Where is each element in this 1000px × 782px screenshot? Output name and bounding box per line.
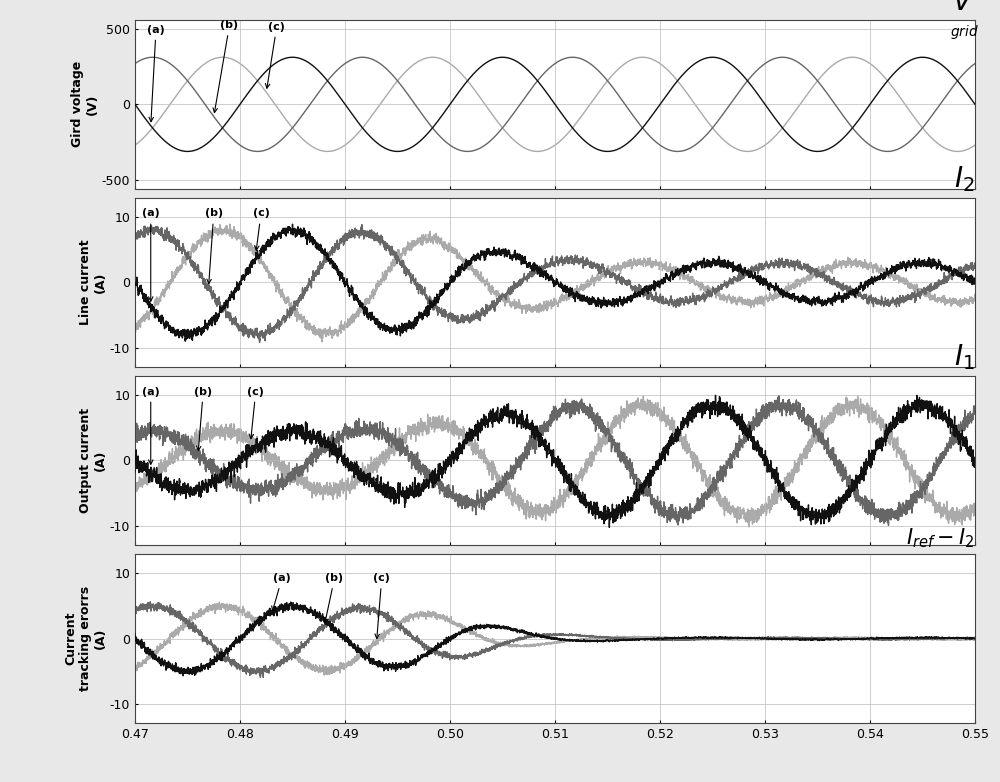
Text: (c): (c) — [265, 22, 285, 88]
Text: $I_2$: $I_2$ — [954, 164, 975, 194]
Text: (a): (a) — [272, 573, 291, 611]
Text: (a): (a) — [142, 209, 160, 301]
Y-axis label: Current
tracking erorrs
(A): Current tracking erorrs (A) — [64, 586, 107, 691]
Text: (c): (c) — [373, 573, 390, 639]
Text: $I_1$: $I_1$ — [954, 343, 975, 372]
Text: (c): (c) — [247, 386, 264, 439]
Text: (b): (b) — [324, 573, 344, 623]
Text: (b): (b) — [194, 386, 212, 450]
Text: $I_{ref}-I_2$: $I_{ref}-I_2$ — [906, 527, 975, 551]
Text: $V$: $V$ — [952, 0, 975, 16]
Text: (a): (a) — [147, 25, 165, 122]
Text: $_{grid}$: $_{grid}$ — [950, 23, 979, 42]
Y-axis label: Output current
(A): Output current (A) — [79, 408, 107, 513]
Text: (c): (c) — [253, 209, 269, 250]
Y-axis label: Gird voltage
(V): Gird voltage (V) — [71, 61, 99, 148]
Text: (b): (b) — [213, 20, 239, 113]
Y-axis label: Line current
(A): Line current (A) — [79, 239, 107, 325]
Text: (a): (a) — [142, 386, 160, 465]
Text: (b): (b) — [205, 209, 223, 284]
